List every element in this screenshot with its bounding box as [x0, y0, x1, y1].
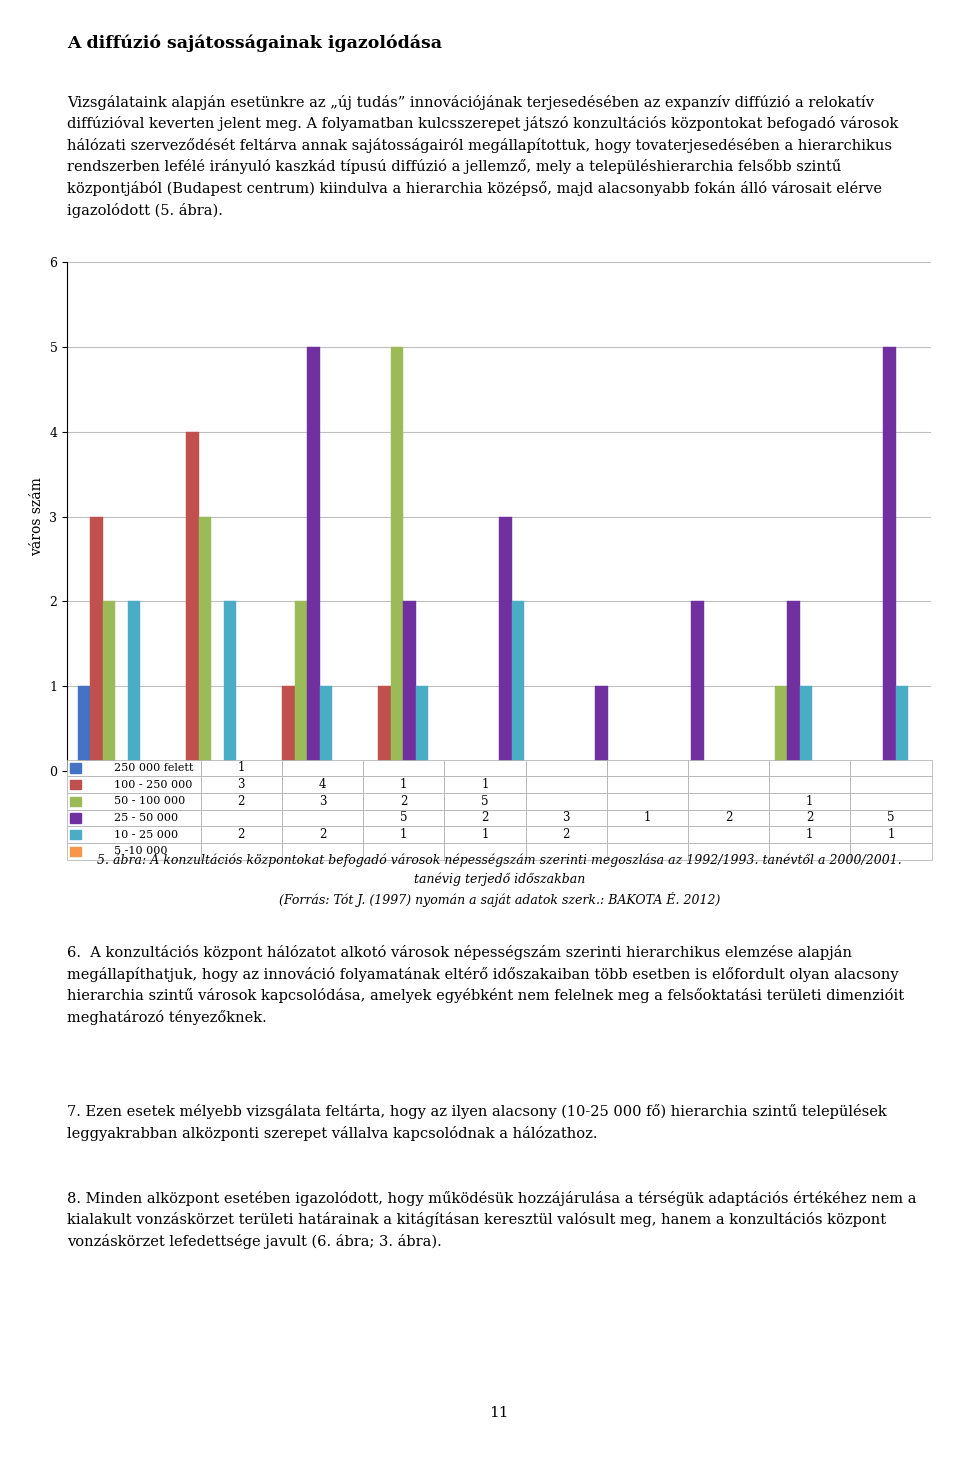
- Bar: [70, 797, 81, 806]
- Bar: [70, 813, 81, 822]
- Text: 7. Ezen esetek mélyebb vizsgálata feltárta, hogy az ilyen alacsony (10-25 000 fő: 7. Ezen esetek mélyebb vizsgálata feltár…: [67, 1105, 887, 1141]
- Bar: [403, 602, 416, 771]
- Bar: [282, 685, 295, 771]
- Bar: [787, 602, 800, 771]
- Bar: [224, 602, 236, 771]
- Text: 5. ábra: A konzultációs központokat befogadó városok népességszám szerinti megos: 5. ábra: A konzultációs központokat befo…: [97, 853, 901, 908]
- Bar: [883, 347, 896, 771]
- Text: 8. Minden alközpont esetében igazolódott, hogy működésük hozzájárulása a térségü: 8. Minden alközpont esetében igazolódott…: [67, 1192, 917, 1249]
- Bar: [70, 780, 81, 790]
- Bar: [320, 685, 332, 771]
- Text: 6.  A konzultációs központ hálózatot alkotó városok népességszám szerinti hierar: 6. A konzultációs központ hálózatot alko…: [67, 944, 904, 1025]
- Bar: [512, 602, 524, 771]
- Bar: [800, 685, 812, 771]
- Bar: [499, 516, 512, 771]
- Bar: [416, 685, 428, 771]
- Bar: [70, 763, 81, 772]
- Bar: [199, 516, 211, 771]
- Bar: [378, 685, 391, 771]
- Bar: [896, 685, 908, 771]
- Text: 11: 11: [490, 1406, 509, 1421]
- Bar: [775, 685, 787, 771]
- Bar: [391, 347, 403, 771]
- Bar: [691, 602, 704, 771]
- Bar: [186, 432, 199, 771]
- Text: A diffúzió sajátosságainak igazolódása: A diffúzió sajátosságainak igazolódása: [67, 34, 443, 51]
- Text: Vizsgálataink alapján esetünkre az „új tudás” innovációjának terjesedésében az e: Vizsgálataink alapján esetünkre az „új t…: [67, 94, 899, 218]
- Bar: [307, 347, 320, 771]
- Bar: [295, 602, 307, 771]
- Bar: [70, 830, 81, 840]
- Bar: [90, 516, 103, 771]
- Bar: [595, 685, 608, 771]
- Bar: [103, 602, 115, 771]
- Y-axis label: város szám: város szám: [30, 477, 44, 556]
- Bar: [78, 685, 90, 771]
- Bar: [70, 847, 81, 856]
- Bar: [128, 602, 140, 771]
